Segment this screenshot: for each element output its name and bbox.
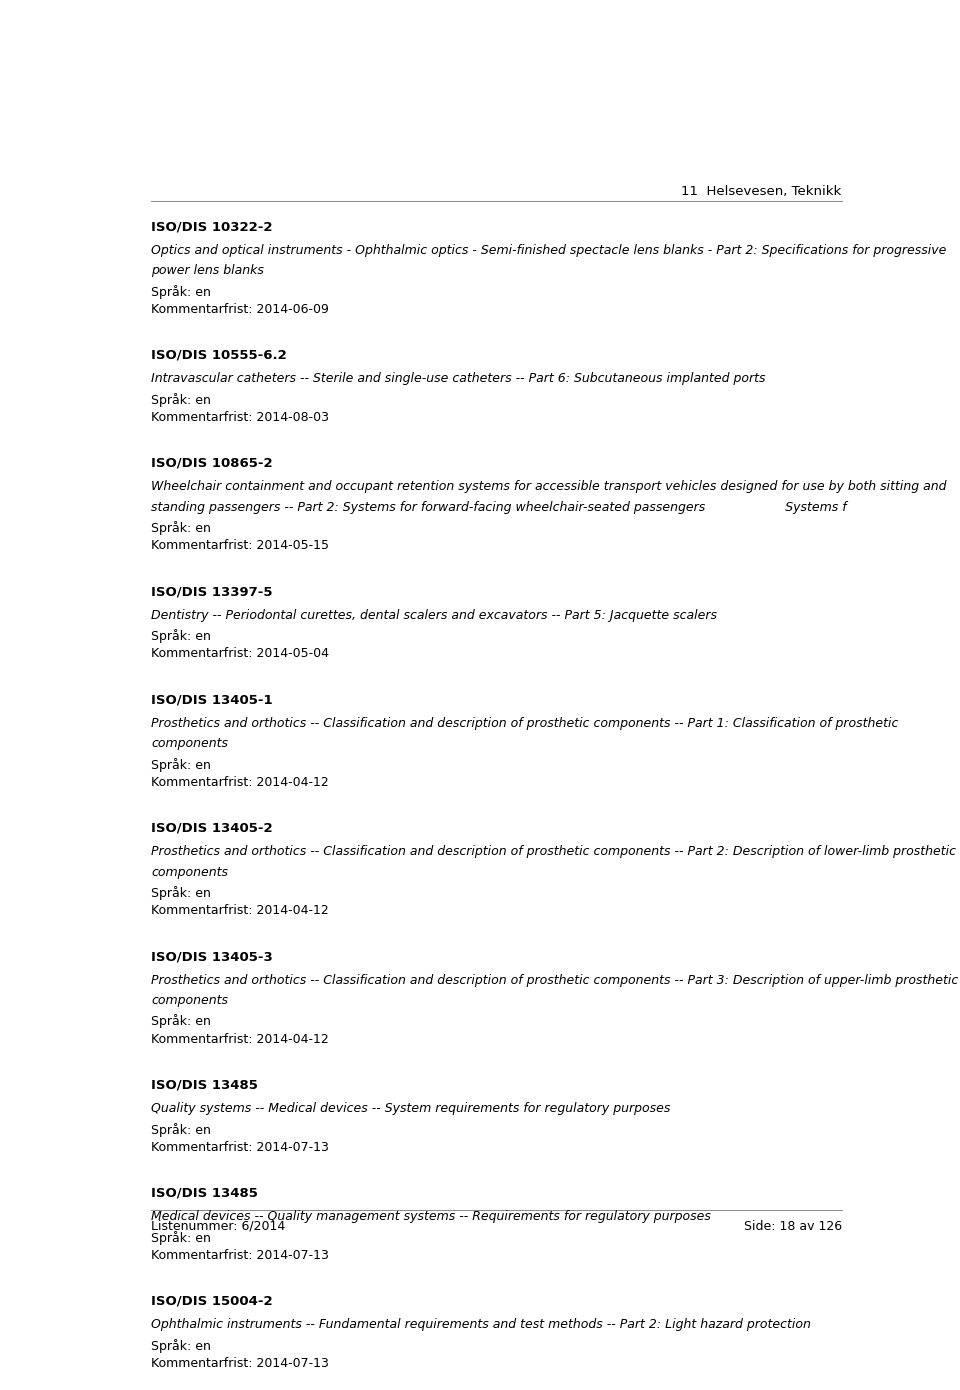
Text: Kommentarfrist: 2014-05-04: Kommentarfrist: 2014-05-04 [152, 648, 329, 660]
Text: Kommentarfrist: 2014-07-13: Kommentarfrist: 2014-07-13 [152, 1141, 329, 1154]
Text: Quality systems -- Medical devices -- System requirements for regulatory purpose: Quality systems -- Medical devices -- Sy… [152, 1102, 671, 1115]
Text: Kommentarfrist: 2014-04-12: Kommentarfrist: 2014-04-12 [152, 776, 329, 788]
Text: Medical devices -- Quality management systems -- Requirements for regulatory pur: Medical devices -- Quality management sy… [152, 1211, 711, 1223]
Text: Kommentarfrist: 2014-07-13: Kommentarfrist: 2014-07-13 [152, 1357, 329, 1371]
Text: Intravascular catheters -- Sterile and single-use catheters -- Part 6: Subcutane: Intravascular catheters -- Sterile and s… [152, 373, 766, 385]
Text: ISO/DIS 10865-2: ISO/DIS 10865-2 [152, 457, 273, 470]
Text: Språk: en: Språk: en [152, 392, 211, 407]
Text: Språk: en: Språk: en [152, 1339, 211, 1352]
Text: Wheelchair containment and occupant retention systems for accessible transport v: Wheelchair containment and occupant rete… [152, 481, 947, 493]
Text: Språk: en: Språk: en [152, 1015, 211, 1029]
Text: Kommentarfrist: 2014-05-15: Kommentarfrist: 2014-05-15 [152, 539, 329, 552]
Text: Kommentarfrist: 2014-07-13: Kommentarfrist: 2014-07-13 [152, 1248, 329, 1262]
Text: ISO/DIS 13405-3: ISO/DIS 13405-3 [152, 951, 273, 963]
Text: Språk: en: Språk: en [152, 521, 211, 535]
Text: Språk: en: Språk: en [152, 885, 211, 899]
Text: ISO/DIS 13485: ISO/DIS 13485 [152, 1079, 258, 1091]
Text: Listenummer: 6/2014: Listenummer: 6/2014 [152, 1220, 285, 1233]
Text: standing passengers -- Part 2: Systems for forward-facing wheelchair-seated pass: standing passengers -- Part 2: Systems f… [152, 500, 847, 514]
Text: Språk: en: Språk: en [152, 630, 211, 644]
Text: Språk: en: Språk: en [152, 1230, 211, 1244]
Text: ISO/DIS 10322-2: ISO/DIS 10322-2 [152, 220, 273, 234]
Text: components: components [152, 866, 228, 878]
Text: ISO/DIS 13405-2: ISO/DIS 13405-2 [152, 821, 273, 835]
Text: ISO/DIS 13485: ISO/DIS 13485 [152, 1187, 258, 1200]
Text: Ophthalmic instruments -- Fundamental requirements and test methods -- Part 2: L: Ophthalmic instruments -- Fundamental re… [152, 1319, 811, 1332]
Text: ISO/DIS 10555-6.2: ISO/DIS 10555-6.2 [152, 349, 287, 361]
Text: Prosthetics and orthotics -- Classification and description of prosthetic compon: Prosthetics and orthotics -- Classificat… [152, 974, 958, 987]
Text: Språk: en: Språk: en [152, 285, 211, 299]
Text: power lens blanks: power lens blanks [152, 264, 264, 277]
Text: ISO/DIS 13397-5: ISO/DIS 13397-5 [152, 585, 273, 598]
Text: Dentistry -- Periodontal curettes, dental scalers and excavators -- Part 5: Jacq: Dentistry -- Periodontal curettes, denta… [152, 609, 717, 621]
Text: Prosthetics and orthotics -- Classification and description of prosthetic compon: Prosthetics and orthotics -- Classificat… [152, 845, 956, 859]
Text: Side: 18 av 126: Side: 18 av 126 [744, 1220, 842, 1233]
Text: 11  Helsevesen, Teknikk: 11 Helsevesen, Teknikk [682, 185, 842, 197]
Text: components: components [152, 737, 228, 751]
Text: Språk: en: Språk: en [152, 1123, 211, 1137]
Text: Kommentarfrist: 2014-06-09: Kommentarfrist: 2014-06-09 [152, 303, 329, 316]
Text: Kommentarfrist: 2014-04-12: Kommentarfrist: 2014-04-12 [152, 1033, 329, 1045]
Text: Optics and optical instruments - Ophthalmic optics - Semi-finished spectacle len: Optics and optical instruments - Ophthal… [152, 243, 947, 257]
Text: Kommentarfrist: 2014-08-03: Kommentarfrist: 2014-08-03 [152, 411, 329, 424]
Text: Språk: en: Språk: en [152, 758, 211, 771]
Text: ISO/DIS 15004-2: ISO/DIS 15004-2 [152, 1295, 273, 1308]
Text: Kommentarfrist: 2014-04-12: Kommentarfrist: 2014-04-12 [152, 905, 329, 917]
Text: ISO/DIS 13405-1: ISO/DIS 13405-1 [152, 694, 273, 706]
Text: components: components [152, 994, 228, 1008]
Text: Prosthetics and orthotics -- Classification and description of prosthetic compon: Prosthetics and orthotics -- Classificat… [152, 717, 899, 730]
